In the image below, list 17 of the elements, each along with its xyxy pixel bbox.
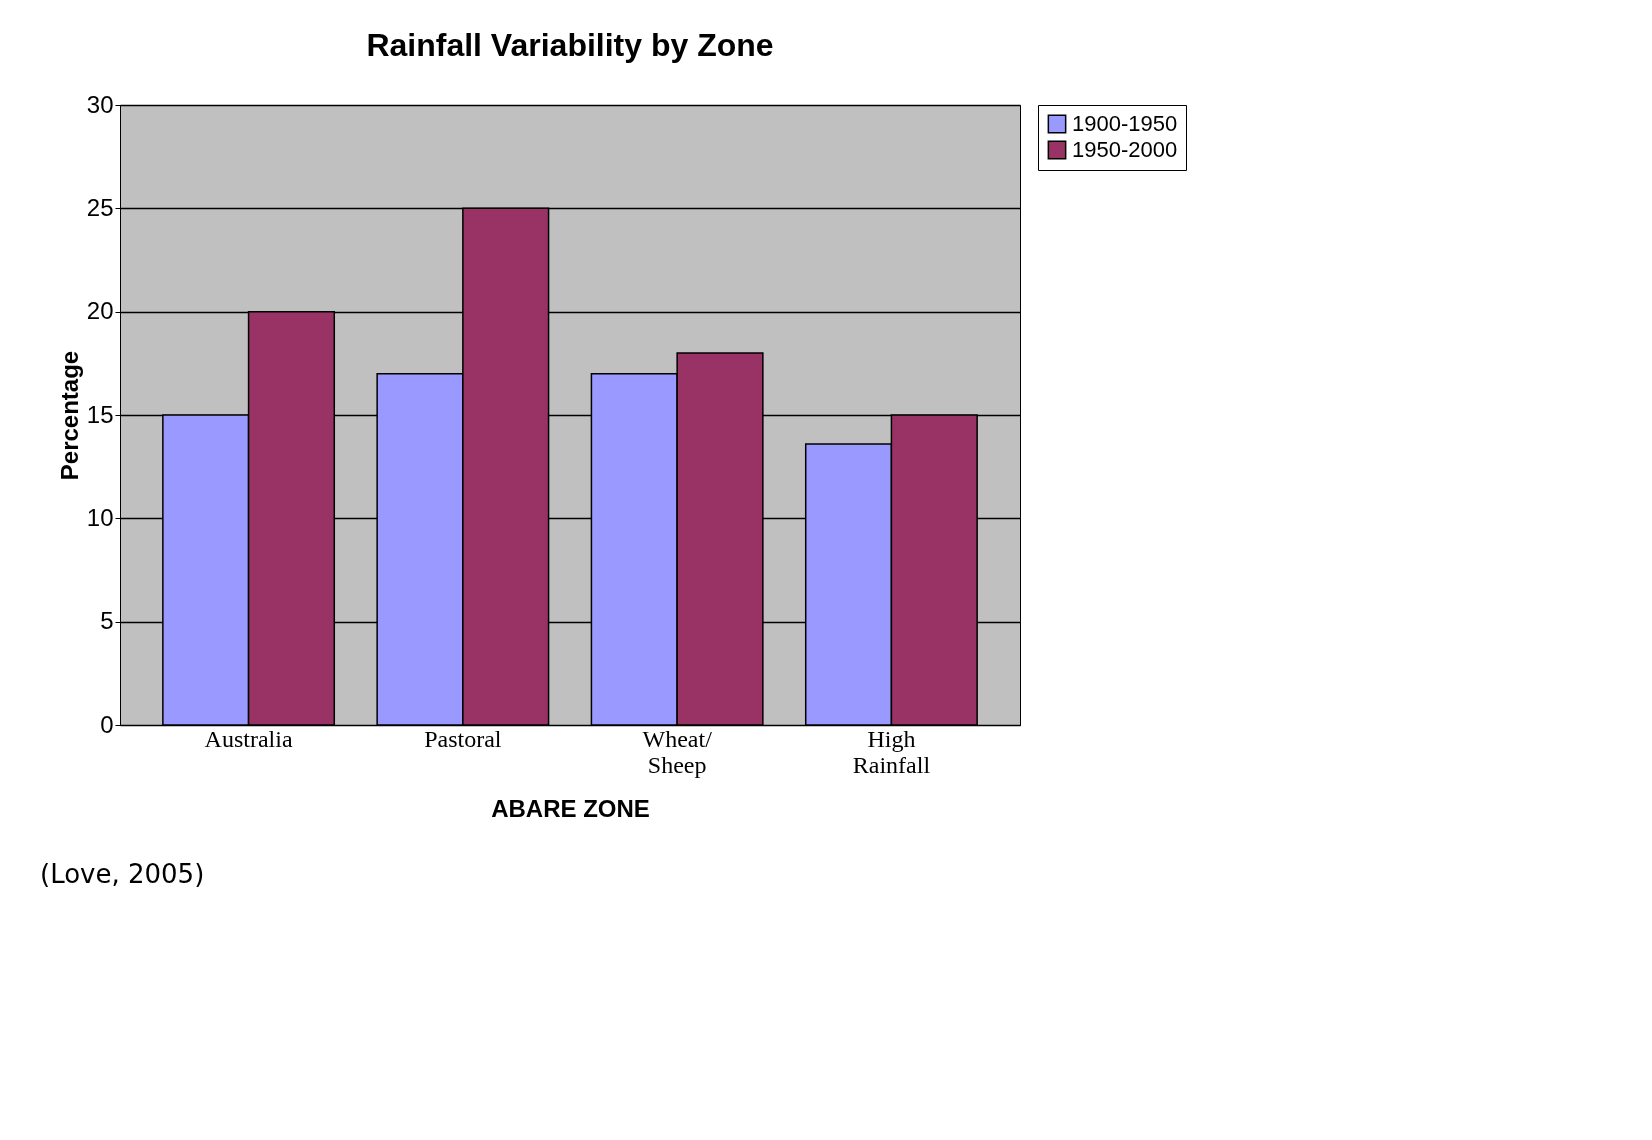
y-tick-label: 15 [86, 400, 114, 428]
text: (Love, 2005) [40, 859, 205, 889]
legend-label: 1950-2000 [1072, 137, 1178, 162]
y-axis-title: Percentage [55, 350, 83, 481]
x-tick-label: Wheat/ Sheep [642, 725, 713, 778]
y-tick-label: 25 [86, 193, 114, 221]
x-tick-label: High Rainfall [852, 725, 931, 778]
legend-label: 1900-1950 [1072, 111, 1178, 136]
chart-title: Rainfall Variability by Zone [366, 27, 774, 63]
y-tick-label: 5 [100, 607, 114, 635]
y-tick-label: 0 [100, 710, 114, 738]
x-tick-label: Pastoral [424, 725, 502, 752]
x-tick-label: Australia [204, 725, 293, 752]
y-tick-label: 10 [86, 503, 114, 531]
y-tick-label: 30 [86, 90, 114, 118]
y-tick-label: 20 [86, 297, 114, 325]
x-axis-title: ABARE ZONE [491, 794, 650, 822]
